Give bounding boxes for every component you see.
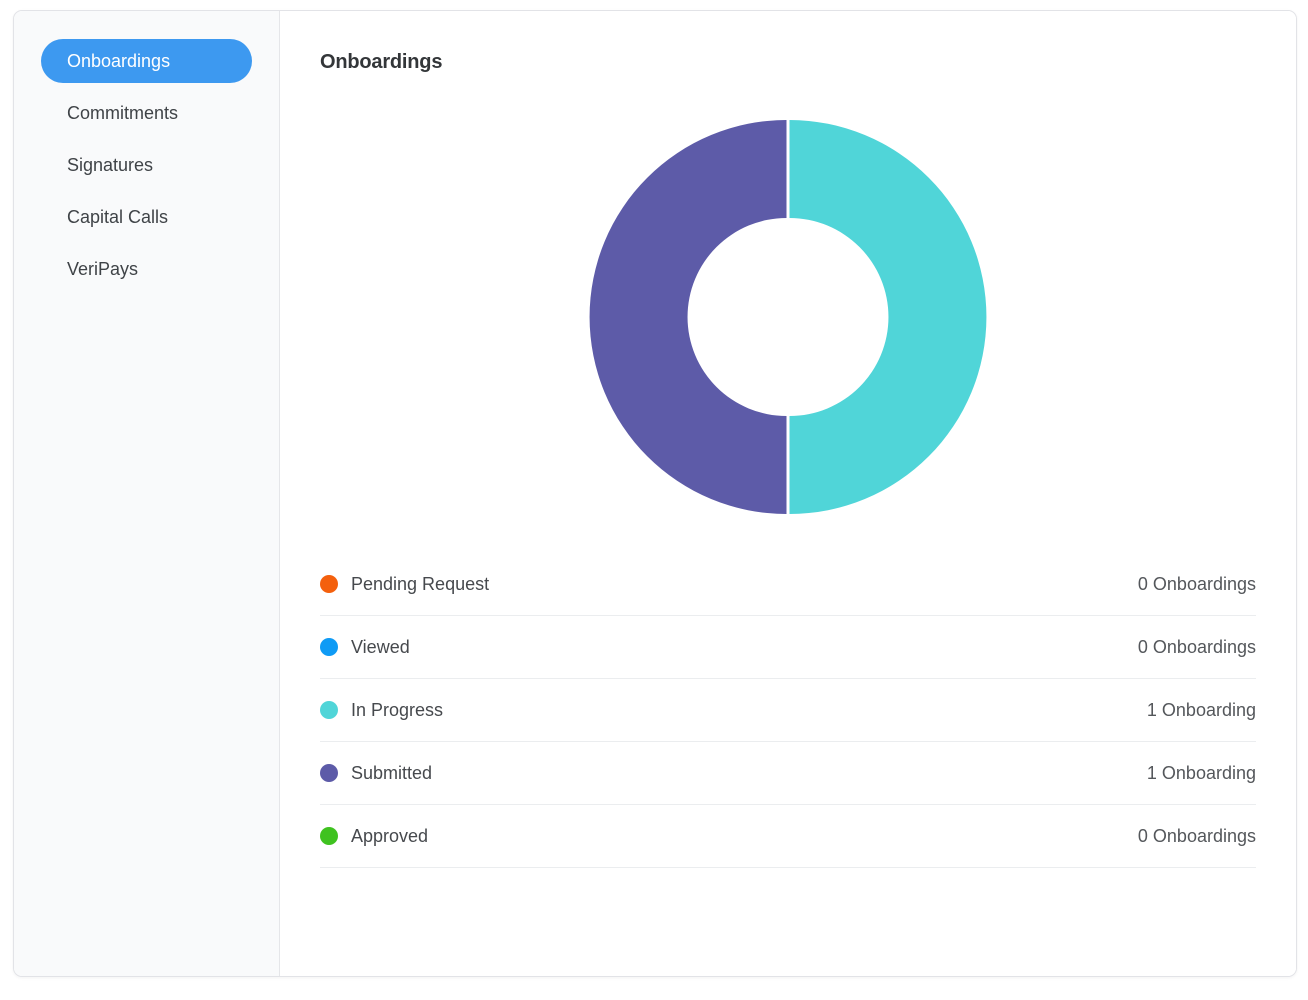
legend-dot-pending-request: [320, 575, 338, 593]
legend-row-pending-request: Pending Request 0 Onboardings: [320, 553, 1256, 616]
legend-label: Viewed: [351, 636, 410, 657]
sidebar-item-capital-calls[interactable]: Capital Calls: [67, 207, 169, 227]
legend-value: 0 Onboardings: [1137, 573, 1256, 594]
sidebar-item-commitments[interactable]: Commitments: [67, 103, 179, 123]
legend-list: Pending Request 0 Onboardings Viewed 0 Onbo…: [320, 553, 1256, 868]
legend-value: 0 Onboardings: [1137, 825, 1256, 846]
dashboard-card: Onboardings Commitments Signatures Capital …: [13, 10, 1297, 977]
sidebar-item-onboardings[interactable]: Onboardings: [41, 39, 252, 83]
legend-row-in-progress: In Progress 1 Onboarding: [320, 679, 1256, 742]
legend-row-submitted: Submitted 1 Onboarding: [320, 742, 1256, 805]
legend-label: In Progress: [351, 699, 444, 720]
donut-slice-submitted[interactable]: [589, 120, 787, 514]
sidebar: Onboardings Commitments Signatures Capital …: [14, 11, 280, 976]
legend-row-viewed: Viewed 0 Onboardings: [320, 616, 1256, 679]
legend-dot-submitted: [320, 764, 338, 782]
legend-value: 1 Onboarding: [1146, 762, 1256, 783]
sidebar-item-veripays[interactable]: VeriPays: [67, 259, 139, 279]
donut-chart-svg: [589, 120, 987, 514]
legend-value: 0 Onboardings: [1137, 636, 1256, 657]
legend-dot-in-progress: [320, 701, 338, 719]
legend-dot-approved: [320, 827, 338, 845]
legend-row-approved: Approved 0 Onboardings: [320, 805, 1256, 868]
legend-label: Approved: [351, 825, 429, 846]
page-title: Onboardings: [320, 51, 443, 73]
sidebar-item-signatures[interactable]: Signatures: [67, 155, 154, 175]
legend-dot-viewed: [320, 638, 338, 656]
legend-label: Submitted: [351, 762, 433, 783]
donut-slice-in-progress[interactable]: [789, 120, 987, 514]
legend-label: Pending Request: [351, 573, 490, 594]
legend-value: 1 Onboarding: [1146, 699, 1256, 720]
main-panel: Onboardings Pending Request 0 Onboardings…: [280, 11, 1296, 976]
donut-chart: [588, 117, 988, 517]
